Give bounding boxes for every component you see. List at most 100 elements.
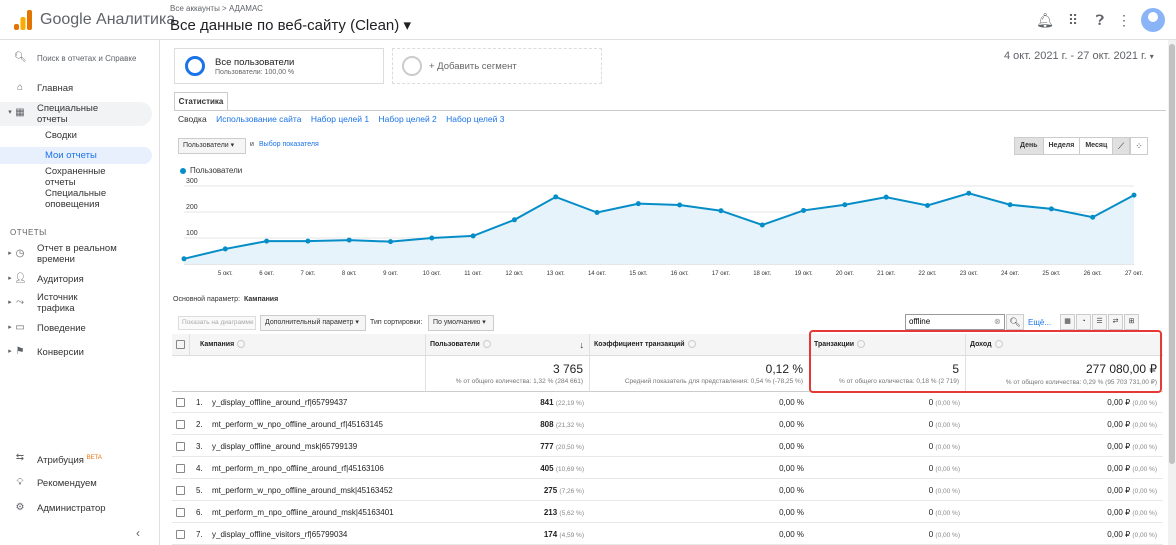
pivot-view-icon[interactable]: ⊞ [1124, 314, 1139, 330]
pie-view-icon[interactable]: ◔ [1076, 314, 1091, 330]
header-campaign[interactable]: Кампания [190, 334, 426, 356]
data-point[interactable] [759, 222, 765, 228]
campaign-link[interactable]: y_display_offline_visitors_rf|65799034 [212, 530, 348, 539]
subtab-summary[interactable]: Сводка [178, 114, 207, 124]
row-checkbox[interactable] [176, 398, 185, 407]
segment-all-users[interactable]: Все пользователи Пользователи: 100,00 % [174, 48, 384, 84]
data-point[interactable] [1007, 202, 1013, 208]
row-checkbox[interactable] [176, 420, 185, 429]
campaign-link[interactable]: mt_perform_w_npo_offline_around_msk|4516… [212, 486, 393, 495]
data-point[interactable] [264, 238, 270, 244]
clear-filter-icon[interactable]: ⊗ [994, 317, 1001, 326]
data-point[interactable] [924, 203, 930, 208]
row-checkbox[interactable] [176, 442, 185, 451]
analytics-logo-icon[interactable] [14, 10, 32, 30]
subtab-site-usage[interactable]: Использование сайта [216, 114, 302, 124]
header-transactions[interactable]: Транзакции [810, 334, 966, 356]
header-users[interactable]: Пользователи ↓ [426, 334, 590, 356]
data-point[interactable] [511, 217, 517, 223]
help-icon[interactable] [237, 340, 246, 349]
header-transaction-rate[interactable]: Коэффициент транзакций [590, 334, 810, 356]
data-point[interactable] [677, 202, 683, 208]
data-point[interactable] [594, 210, 600, 216]
search-icon[interactable]: 🔍︎ [1006, 314, 1024, 330]
data-point[interactable] [181, 256, 187, 262]
add-segment-button[interactable]: + Добавить сегмент [392, 48, 602, 84]
table-row[interactable]: 5. mt_perform_w_npo_offline_around_msk|45… [172, 480, 1163, 501]
table-view-icon[interactable]: ▦ [1060, 314, 1075, 330]
acquisition-label: Источник трафика [37, 292, 78, 314]
data-point[interactable] [718, 208, 724, 214]
subtabs: Сводка Использование сайта Набор целей 1… [178, 114, 511, 124]
row-checkbox[interactable] [176, 464, 185, 473]
data-point[interactable] [801, 207, 807, 213]
users-value: 275 [543, 486, 558, 495]
row-checkbox[interactable] [176, 508, 185, 517]
help-icon[interactable] [857, 340, 866, 349]
choose-metric-link[interactable]: Выбор показателя [259, 141, 319, 148]
data-point[interactable] [346, 237, 352, 243]
campaign-link[interactable]: y_display_offline_around_rf|65799437 [212, 398, 348, 407]
more-vert-icon[interactable]: ⋮ [1117, 12, 1131, 28]
date-range-picker[interactable]: 4 окт. 2021 г. - 27 окт. 2021 г. ▾ [1004, 50, 1154, 62]
sub-item-label: Сохраненные отчеты [45, 166, 106, 188]
segment-title: Все пользователи [215, 57, 295, 68]
advanced-filter-link[interactable]: Ещё... [1028, 318, 1052, 327]
row-checkbox[interactable] [176, 486, 185, 495]
campaign-link[interactable]: y_display_offline_around_msk|65799139 [212, 442, 358, 451]
table-row[interactable]: 7. y_display_offline_visitors_rf|65799034… [172, 524, 1163, 545]
data-point[interactable] [470, 233, 476, 239]
header-revenue[interactable]: Доход [966, 334, 1163, 356]
bell-icon[interactable]: 🔔︎ [1036, 12, 1054, 28]
account-avatar[interactable] [1141, 8, 1165, 32]
period-day-button[interactable]: День [1015, 138, 1044, 154]
data-point[interactable] [1090, 214, 1096, 220]
line-chart-icon[interactable]: ⟋ [1112, 137, 1130, 155]
period-month-button[interactable]: Месяц [1085, 142, 1108, 149]
campaign-link[interactable]: mt_perform_m_npo_offline_around_msk|4516… [212, 508, 394, 517]
data-point[interactable] [635, 201, 641, 207]
account-breadcrumb[interactable]: Все аккаунты > АДАМАС [170, 4, 263, 13]
table-row[interactable]: 4. mt_perform_m_npo_offline_around_rf|451… [172, 458, 1163, 479]
apps-icon[interactable]: ⠿ [1067, 12, 1079, 28]
data-point[interactable] [1048, 206, 1054, 212]
table-row[interactable]: 1. y_display_offline_around_rf|65799437 84… [172, 392, 1163, 413]
table-row[interactable]: 6. mt_perform_m_npo_offline_around_msk|45… [172, 502, 1163, 523]
period-week-button[interactable]: Неделя [1044, 138, 1081, 154]
data-point[interactable] [553, 194, 559, 200]
data-point[interactable] [222, 246, 228, 252]
primary-dim-value[interactable]: Кампания [244, 296, 279, 303]
motion-chart-icon[interactable]: ⁘ [1130, 137, 1148, 155]
data-point[interactable] [429, 235, 435, 241]
campaign-link[interactable]: mt_perform_w_npo_offline_around_rf|45163… [212, 420, 383, 429]
campaign-link[interactable]: mt_perform_m_npo_offline_around_rf|45163… [212, 464, 384, 473]
sort-type-dropdown[interactable]: По умолчанию ▾ [428, 315, 494, 331]
help-icon[interactable] [482, 340, 491, 349]
scrollbar-thumb[interactable] [1169, 44, 1175, 464]
data-point[interactable] [305, 238, 311, 244]
table-row[interactable]: 2. mt_perform_w_npo_offline_around_rf|451… [172, 414, 1163, 435]
data-point[interactable] [966, 190, 972, 196]
data-point[interactable] [388, 239, 394, 245]
data-point[interactable] [883, 194, 889, 200]
tab-statistics[interactable]: Статистика [174, 92, 228, 111]
help-icon[interactable]: ❓︎ [1095, 12, 1105, 28]
select-all-checkbox[interactable] [176, 340, 185, 349]
metric-dropdown[interactable]: Пользователи ▾ [178, 138, 246, 154]
help-icon[interactable] [994, 340, 1003, 349]
subtab-goal-set-1[interactable]: Набор целей 1 [310, 114, 370, 124]
help-icon[interactable] [687, 340, 696, 349]
subtab-goal-set-3[interactable]: Набор целей 3 [446, 114, 505, 124]
collapse-sidebar-icon[interactable]: ‹ [136, 526, 140, 540]
data-point[interactable] [842, 202, 848, 208]
comparison-view-icon[interactable]: ⇄ [1108, 314, 1123, 330]
plot-rows-button[interactable]: Показать на диаграмме [178, 316, 256, 330]
table-filter-input[interactable]: offline [905, 314, 1005, 330]
table-row[interactable]: 3. y_display_offline_around_msk|65799139 7… [172, 436, 1163, 457]
subtab-goal-set-2[interactable]: Набор целей 2 [378, 114, 437, 124]
data-point[interactable] [1131, 192, 1137, 198]
view-selector[interactable]: Все данные по веб-сайту (Clean) ▾ [170, 16, 411, 34]
secondary-dimension-dropdown[interactable]: Дополнительный параметр ▾ [260, 315, 366, 331]
performance-view-icon[interactable]: ☰ [1092, 314, 1107, 330]
row-checkbox[interactable] [176, 530, 185, 539]
